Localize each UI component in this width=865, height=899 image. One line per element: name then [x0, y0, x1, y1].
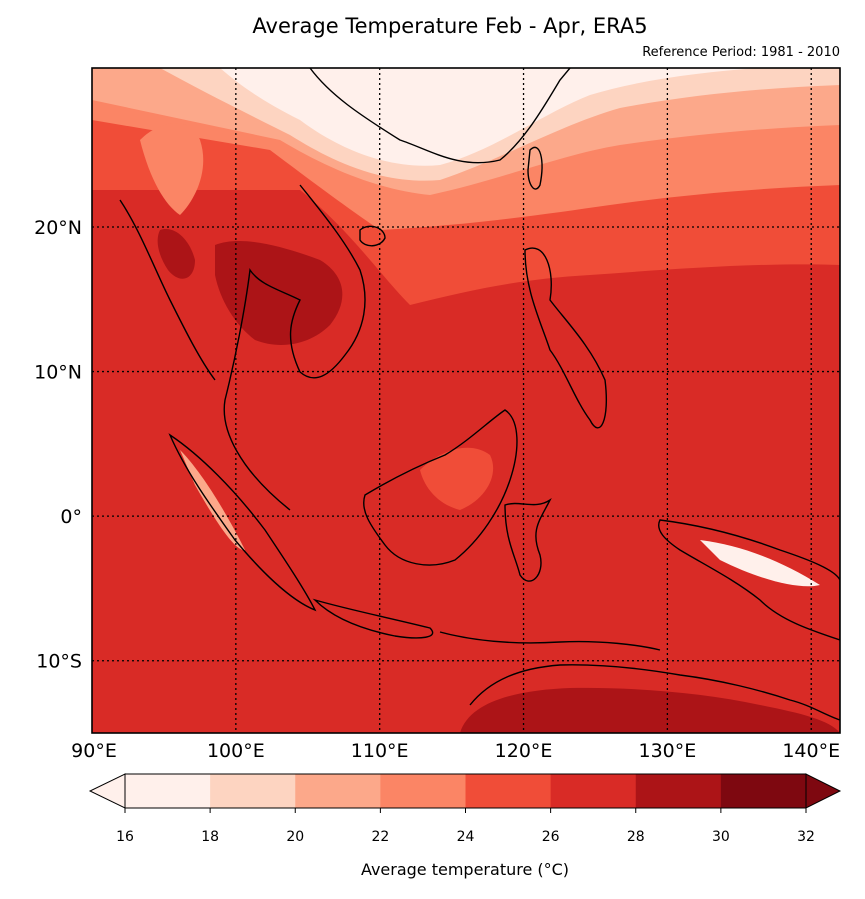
longitude-tick-label: 130°E [638, 740, 696, 762]
longitude-tick-label: 140°E [782, 740, 840, 762]
colorbar-tick-label: 20 [286, 829, 304, 845]
colorbar-swatch [550, 774, 637, 808]
colorbar-tick-label: 24 [457, 829, 475, 845]
myanmar-coast [119, 199, 216, 381]
colorbar-swatch [210, 774, 296, 808]
reference-period-note: Reference Period: 1981 - 2010 [642, 45, 840, 60]
new-guinea-highlands [700, 540, 820, 587]
java-coast [312, 598, 434, 639]
temperature-field [92, 68, 840, 733]
indochina-warm-core [215, 240, 343, 345]
latitude-tick-labels: 20°N 10°N 0° 10°S [34, 217, 82, 673]
longitude-tick-label: 110°E [351, 740, 409, 762]
colorbar-label: Average temperature (°C) [361, 860, 569, 879]
hainan-coast [359, 225, 386, 247]
colorbar-swatch [465, 774, 552, 808]
new-guinea-coast [658, 519, 840, 641]
indochina-coast [223, 184, 366, 511]
latitude-tick-label: 10°N [34, 362, 82, 384]
borneo-coast [363, 409, 518, 566]
sulawesi-coast [504, 497, 552, 582]
australia-warm-core [460, 687, 840, 733]
colorbar-tick-label: 30 [712, 829, 730, 845]
colorbar-tick-label: 16 [116, 829, 134, 845]
colorbar-swatch [380, 774, 466, 808]
colorbar-tick-label: 32 [797, 829, 815, 845]
taiwan-coast [527, 146, 543, 190]
longitude-tick-label: 120°E [495, 740, 553, 762]
australia-coast [469, 664, 840, 721]
sumatra-coast [168, 433, 317, 612]
colorbar-extend-high [805, 773, 842, 809]
china-coast [309, 68, 571, 164]
myanmar-highlands [140, 123, 204, 215]
colorbar: 16 18 20 22 24 26 28 30 32 [88, 773, 842, 845]
colorbar-swatch [295, 774, 381, 808]
latitude-tick-label: 0° [60, 506, 82, 528]
map-title: Average Temperature Feb - Apr, ERA5 [252, 14, 648, 38]
sumatra-highlands [180, 450, 245, 551]
colorbar-tick-label: 26 [542, 829, 560, 845]
colorbar-tick-label: 22 [371, 829, 389, 845]
colorbar-swatch [635, 774, 722, 808]
coastlines [119, 68, 840, 721]
latitude-tick-label: 10°S [36, 651, 82, 673]
colorbar-swatch [720, 774, 807, 808]
band-16-18 [220, 68, 760, 166]
gridlines [92, 68, 840, 733]
colorbar-tick-label: 18 [201, 829, 219, 845]
lesser-sunda-coast [439, 631, 661, 651]
latitude-tick-label: 20°N [34, 217, 82, 239]
colorbar-extend-low [88, 773, 126, 809]
map-frame [91, 67, 841, 734]
borneo-highlands [420, 447, 494, 510]
philippines-coast [524, 247, 608, 429]
longitude-tick-label: 100°E [207, 740, 265, 762]
longitude-tick-label: 90°E [71, 740, 117, 762]
longitude-tick-labels: 90°E 100°E 110°E 120°E 130°E 140°E [71, 740, 840, 762]
colorbar-tick-label: 28 [627, 829, 645, 845]
myanmar-warm-core [157, 229, 195, 279]
colorbar-swatch [125, 774, 211, 808]
